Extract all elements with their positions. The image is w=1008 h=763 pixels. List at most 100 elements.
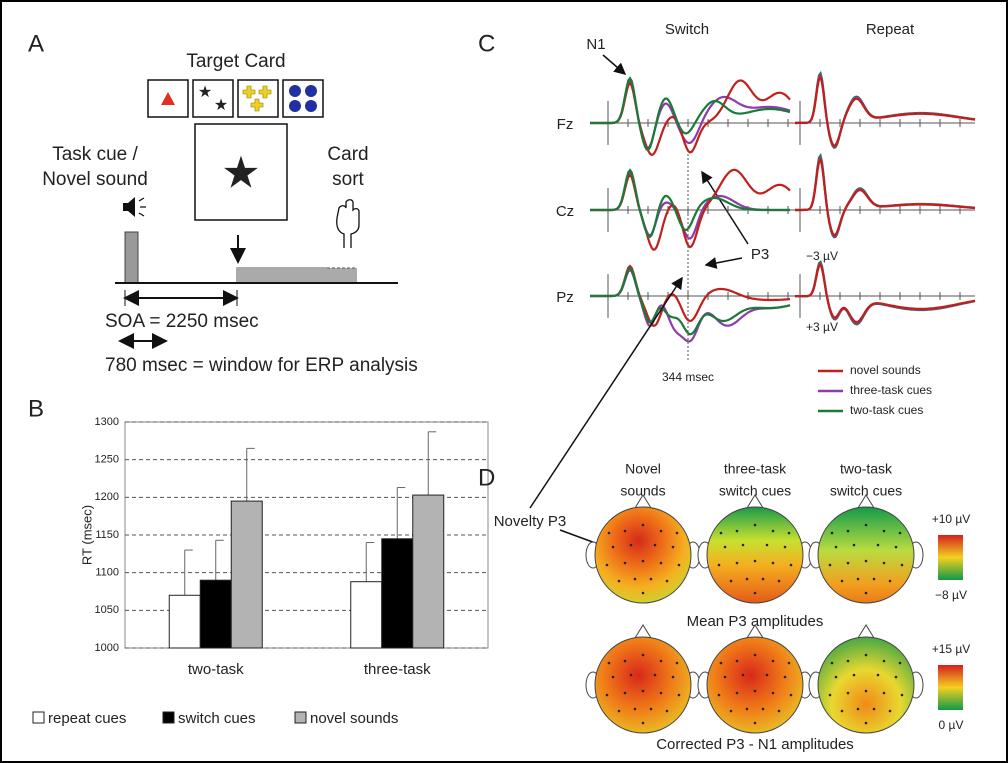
x-tick-label: two-task: [188, 661, 244, 678]
electrode: [729, 709, 733, 713]
electrode: [872, 707, 876, 711]
star-icon: ★: [221, 149, 260, 198]
scale-label: +3 µV: [806, 320, 838, 334]
electrode: [665, 579, 669, 583]
legend-swatch: [32, 711, 45, 724]
electrode: [735, 691, 739, 695]
row-label: Corrected P3 - N1 amplitudes: [656, 736, 854, 753]
electrode: [846, 659, 850, 663]
electrode: [659, 691, 663, 695]
electrode: [641, 689, 645, 693]
panel-a: A Target Card ★ ★ ★ Task cue / Novel sou…: [28, 30, 418, 376]
color-bar: [938, 535, 963, 580]
electrode: [641, 591, 645, 595]
y-tick-label: 1150: [95, 529, 119, 541]
electrode: [671, 675, 675, 679]
electrode: [789, 693, 793, 697]
electrode: [723, 545, 727, 549]
scalp-map: [706, 636, 804, 734]
electrode: [671, 545, 675, 549]
nose: [746, 494, 764, 509]
electrode: [607, 661, 611, 665]
electrode: [753, 689, 757, 693]
electrode: [641, 523, 645, 527]
card: [237, 79, 279, 118]
legend-label: repeat cues: [48, 710, 126, 727]
bar: [168, 594, 201, 649]
electrode: [735, 561, 739, 565]
soa-label: SOA = 2250 msec: [105, 311, 259, 332]
electrode: [745, 577, 749, 581]
scalp-map: [817, 506, 915, 604]
electrode: [675, 531, 679, 535]
electrode: [745, 707, 749, 711]
arrow: [602, 54, 627, 75]
y-tick-label: 1200: [95, 491, 119, 503]
column-title: Switch: [665, 21, 709, 38]
nose: [634, 624, 652, 639]
electrode: [876, 673, 880, 677]
electrode: [771, 691, 775, 695]
nose: [857, 494, 875, 509]
legend-label: switch cues: [178, 710, 256, 727]
speaker-waves: [138, 197, 146, 217]
column-title: Novel: [625, 461, 661, 477]
target-card-label: Target Card: [186, 51, 285, 72]
column-title: switch cues: [830, 483, 902, 499]
legend-swatch: [294, 711, 307, 724]
channel-label: Cz: [556, 203, 574, 220]
scalp-map: [706, 506, 804, 604]
electrode: [898, 661, 902, 665]
electrode: [894, 545, 898, 549]
scalp-map: [817, 636, 915, 734]
panel-letter: D: [478, 464, 495, 491]
electrode: [828, 693, 832, 697]
electrode: [753, 653, 757, 657]
electrode: [623, 529, 627, 533]
panel-letter: B: [28, 395, 44, 422]
electrode: [629, 543, 633, 547]
window-label: 780 msec = window for ERP analysis: [105, 355, 418, 376]
electrode: [787, 661, 791, 665]
electrode: [741, 673, 745, 677]
electrode: [729, 579, 733, 583]
electrode: [777, 709, 781, 713]
y-tick-label: 1000: [95, 642, 119, 654]
electrode: [876, 543, 880, 547]
electrode: [864, 591, 868, 595]
waveform: [590, 168, 790, 239]
electrode: [771, 529, 775, 533]
current-card: [194, 123, 288, 221]
task-cue-label: Task cue /: [52, 144, 138, 165]
electrode: [783, 675, 787, 679]
electrode: [898, 531, 902, 535]
electrode: [649, 577, 653, 581]
y-tick-label: 1250: [95, 454, 119, 466]
legend-label: novel sounds: [850, 363, 921, 377]
legend-label: three-task cues: [850, 383, 932, 397]
electrode: [846, 529, 850, 533]
waveform: [590, 266, 791, 336]
electrode: [761, 577, 765, 581]
crosses-icon: [242, 85, 272, 112]
electrode: [611, 675, 615, 679]
nose: [857, 624, 875, 639]
electrode: [900, 563, 904, 567]
electrode: [846, 691, 850, 695]
color-bar: [938, 665, 963, 710]
electrode: [856, 577, 860, 581]
electrode: [789, 563, 793, 567]
card: [282, 79, 324, 118]
electrode: [653, 543, 657, 547]
electrode: [840, 709, 844, 713]
electrode: [753, 523, 757, 527]
electrode: [623, 561, 627, 565]
electrode: [765, 543, 769, 547]
electrode: [753, 721, 757, 725]
scalp-map: [594, 506, 692, 604]
electrode: [852, 673, 856, 677]
scale-label: +15 µV: [932, 642, 971, 656]
card-event: [237, 268, 357, 283]
electrode: [787, 531, 791, 535]
electrode: [765, 673, 769, 677]
